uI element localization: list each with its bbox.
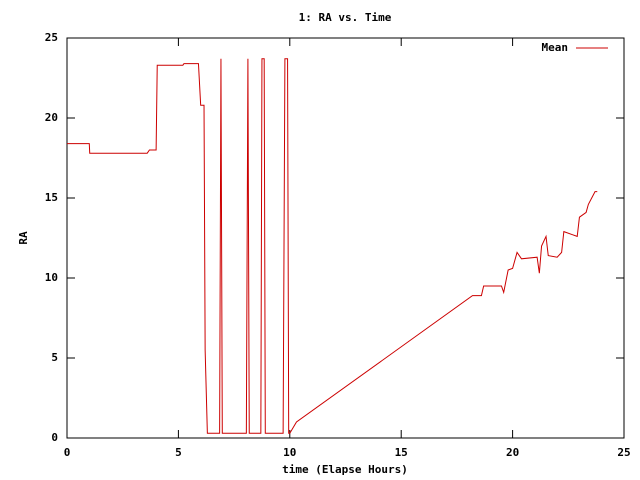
y-tick-label: 25 [45, 31, 58, 44]
y-tick-label: 10 [45, 271, 58, 284]
x-tick-label: 10 [283, 446, 296, 459]
data-line [67, 58, 598, 434]
y-tick-label: 5 [51, 351, 58, 364]
y-tick-label: 0 [51, 431, 58, 444]
y-tick-label: 15 [45, 191, 58, 204]
x-tick-label: 15 [395, 446, 408, 459]
chart-title: 1: RA vs. Time [299, 11, 392, 24]
x-tick-label: 25 [617, 446, 630, 459]
legend-label: Mean [542, 41, 569, 54]
y-tick-label: 20 [45, 111, 58, 124]
x-tick-label: 0 [64, 446, 71, 459]
x-axis-label: time (Elapse Hours) [282, 463, 408, 476]
y-axis-label: RA [17, 231, 30, 245]
x-tick-label: 20 [506, 446, 519, 459]
plot-border [66, 37, 625, 439]
x-tick-label: 5 [175, 446, 182, 459]
